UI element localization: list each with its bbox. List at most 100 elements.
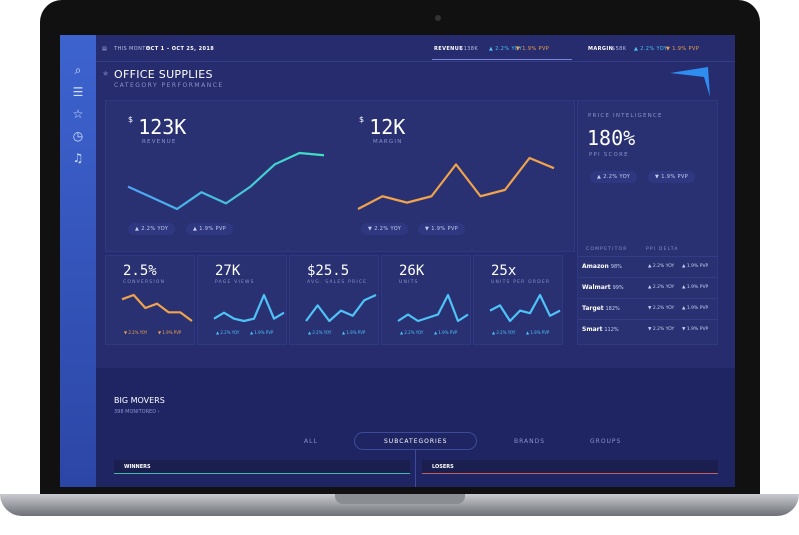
kpi-yoy: ▲ 2.2% YOY [400, 330, 424, 335]
competitor-name: Target [582, 305, 604, 312]
ppi-delta-header: PPI DELTA [646, 247, 679, 252]
sparkline [489, 293, 561, 323]
star-icon[interactable]: ☆ [72, 107, 84, 121]
margin-pvp: ▼ 1.9% PVP [666, 46, 700, 52]
page-subtitle: CATEGORY PERFORMANCE [114, 82, 224, 89]
margin-value: 12K [369, 115, 406, 139]
kpi-value: $25.5 [307, 263, 350, 279]
kpi-value: 25x [491, 263, 517, 279]
sparkline [397, 293, 469, 323]
competitor-pvp: ▼ 1.9% PVP [682, 327, 709, 332]
margin-value: $58K [612, 46, 627, 52]
margin-label: MARGIN [373, 139, 403, 145]
competitor-pvp: ▲ 1.9% PVP [682, 285, 709, 290]
competitor-name: Amazon [582, 263, 609, 270]
tab-subcategories[interactable]: SUBCATEGORIES [384, 438, 448, 445]
boomerang-logo [670, 67, 710, 97]
revenue-yoy: ▲ 2.2% YOY [489, 46, 523, 52]
margin-kpi: $ 12K MARGIN [359, 115, 405, 145]
winners-header: WINNERS [114, 460, 410, 474]
clock-icon[interactable]: ◷ [72, 129, 84, 143]
competitor-yoy: ▲ 2.2% YOY [648, 285, 675, 290]
laptop-notch [335, 494, 465, 504]
page-title: OFFICE SUPPLIES [114, 68, 213, 81]
big-movers-section: BIG MOVERS 398 MONITORED › ALL SUBCATEGO… [96, 368, 735, 487]
competitor-pvp: ▲ 1.9% PVP [682, 264, 709, 269]
sparkline [357, 156, 555, 210]
currency: $ [359, 115, 365, 124]
margin-chart [357, 156, 555, 210]
competitor-pct: 99% [612, 285, 624, 291]
sparkline [121, 293, 193, 322]
search-icon[interactable]: ⌕ [74, 63, 82, 77]
revenue-tab[interactable]: REVENUE [434, 46, 464, 52]
tab-brands[interactable]: BRANDS [514, 438, 546, 445]
calendar-icon[interactable]: ▤ [102, 46, 108, 52]
kpi-pvp: ▲ 1.9% PVP [250, 330, 274, 335]
competitor-row[interactable]: Walmart 99% ▲ 2.2% YOY ▲ 1.9% PVP [578, 277, 718, 297]
competitor-name: Walmart [582, 284, 611, 291]
kpi-sparkline [121, 293, 193, 322]
sidebar: ⌕ ☰ ☆ ◷ ♫ [60, 35, 96, 487]
kpi-card: 2.5% CONVERSION ▼ 2.2% YOY ▼ 1.9% PVP [105, 255, 195, 345]
revenue-margin-panel: $ 123K REVENUE ▲ 2.2% YOY ▲ 1.9% PVP $ 1… [105, 100, 575, 252]
revenue-value: 123K [138, 115, 187, 139]
competitor-header: COMPETITOR [586, 247, 628, 252]
revenue-yoy-pill: ▲ 2.2% YOY [128, 223, 176, 235]
kpi-pvp: ▲ 1.9% PVP [526, 330, 550, 335]
kpi-value: 26K [399, 263, 425, 279]
favorite-star-icon[interactable]: ★ [102, 69, 110, 78]
competitor-row[interactable]: Smart 112% ▼ 2.2% YOY ▼ 1.9% PVP [578, 319, 718, 339]
bell-icon[interactable]: ♫ [72, 151, 84, 165]
list-icon[interactable]: ☰ [72, 85, 84, 99]
kpi-sparkline [213, 293, 285, 323]
competitor-row[interactable]: Amazon 98% ▲ 2.2% YOY ▲ 1.9% PVP [578, 256, 718, 276]
kpi-label: PAGE VIEWS [215, 280, 255, 285]
top-bar: ▤ THIS MONTH: OCT 1 – OCT 25, 2018 REVEN… [96, 35, 735, 62]
kpi-pvp: ▲ 1.9% PVP [434, 330, 458, 335]
competitor-pct: 98% [610, 264, 622, 270]
kpi-yoy: ▼ 2.2% YOY [124, 330, 148, 335]
kpi-card: 27K PAGE VIEWS ▲ 2.2% YOY ▲ 1.9% PVP [197, 255, 287, 345]
margin-pvp-pill: ▼ 1.9% PVP [418, 223, 466, 235]
period-label: THIS MONTH: [114, 46, 152, 52]
competitor-yoy: ▲ 2.2% YOY [648, 264, 675, 269]
sparkline [213, 293, 285, 323]
kpi-label: UNITS [399, 280, 419, 285]
camera [435, 15, 441, 21]
kpi-sparkline [305, 293, 377, 323]
margin-tab[interactable]: MARGIN [588, 46, 614, 52]
sparkline [305, 293, 377, 323]
losers-header: LOSERS [422, 460, 718, 474]
period-value[interactable]: OCT 1 – OCT 25, 2018 [146, 46, 215, 52]
kpi-label: UNITS PER ORDER [491, 280, 551, 285]
revenue-pvp-pill: ▲ 1.9% PVP [186, 223, 234, 235]
kpi-yoy: ▲ 2.2% YOY [492, 330, 516, 335]
big-movers-title: BIG MOVERS [114, 396, 165, 405]
kpi-yoy: ▲ 2.2% YOY [216, 330, 240, 335]
competitor-pct: 112% [604, 327, 619, 333]
tab-groups[interactable]: GROUPS [590, 438, 622, 445]
price-title: PRICE INTELIGENCE [588, 113, 663, 119]
revenue-pvp: ▼ 1.9% PVP [516, 46, 550, 52]
kpi-sparkline [397, 293, 469, 323]
kpi-pvp: ▼ 1.9% PVP [158, 330, 182, 335]
revenue-kpi: $ 123K REVENUE [128, 115, 186, 145]
competitor-name: Smart [582, 326, 603, 333]
competitor-yoy: ▼ 2.2% YOY [648, 327, 675, 332]
ppi-label: PPI SCORE [589, 152, 629, 158]
margin-yoy: ▲ 2.2% YOY [634, 46, 668, 52]
laptop-base [0, 494, 799, 516]
kpi-label: AVG. SALES PRICE [307, 280, 368, 285]
competitor-pvp: ▲ 1.9% PVP [682, 306, 709, 311]
kpi-yoy: ▲ 2.2% YOY [308, 330, 332, 335]
monitored-link[interactable]: 398 MONITORED › [114, 409, 160, 415]
competitor-row[interactable]: Target 182% ▼ 2.2% YOY ▲ 1.9% PVP [578, 298, 718, 318]
competitor-yoy: ▼ 2.2% YOY [648, 306, 675, 311]
price-intelligence-panel: PRICE INTELIGENCE 180% PPI SCORE ▲ 2.2% … [577, 100, 718, 345]
kpi-label: CONVERSION [123, 280, 166, 285]
dashboard-screen: ⌕ ☰ ☆ ◷ ♫ ▤ THIS MONTH: OCT 1 – OCT 25, … [60, 35, 735, 487]
kpi-card: 25x UNITS PER ORDER ▲ 2.2% YOY ▲ 1.9% PV… [473, 255, 563, 345]
tab-connector [415, 450, 416, 487]
tab-all[interactable]: ALL [304, 438, 318, 445]
